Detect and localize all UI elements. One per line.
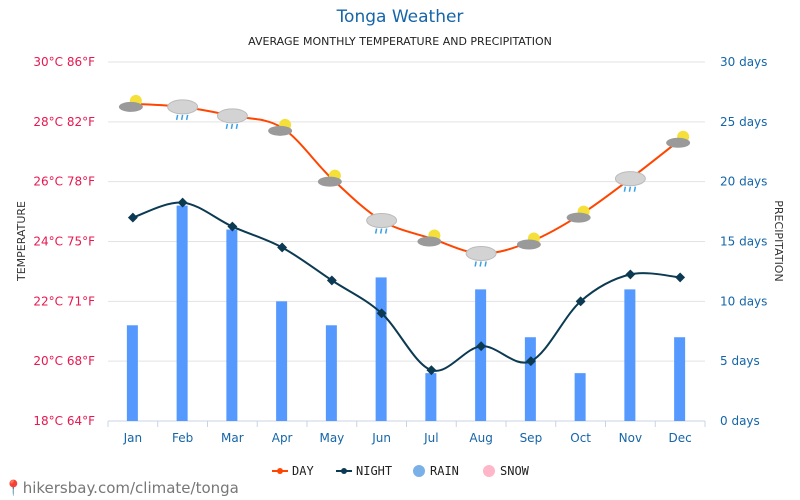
right-tick-label: 0 days [720, 414, 760, 428]
rain-bar [574, 373, 586, 421]
raindrop-icon [474, 261, 477, 267]
legend-marker-icon [341, 468, 347, 474]
right-axis-label: PRECIPITATION [772, 200, 785, 281]
raindrop-icon [235, 123, 239, 129]
right-tick-label: 15 days [720, 235, 767, 249]
night-line [132, 201, 681, 372]
left-tick-label: 18°C 64°F [33, 414, 95, 428]
raindrop-icon [479, 261, 482, 267]
night-point [376, 308, 387, 319]
right-tick-label: 25 days [720, 115, 767, 129]
x-tick-label: Apr [272, 431, 293, 445]
rain-bar [325, 325, 337, 421]
legend-label: DAY [292, 464, 314, 478]
legend-label: NIGHT [356, 464, 392, 478]
legend-dot-icon [413, 465, 425, 477]
raindrop-icon [379, 228, 383, 234]
rain-cloud-icon [216, 108, 248, 124]
right-tick-label: 30 days [720, 55, 767, 69]
legend-marker-icon [277, 468, 283, 474]
rain-bar [226, 229, 238, 421]
night-point [127, 212, 138, 223]
x-tick-label: Nov [619, 431, 642, 445]
right-tick-label: 5 days [720, 354, 760, 368]
cloud-icon [118, 101, 143, 112]
raindrop-icon [633, 186, 637, 192]
night-point [625, 269, 636, 280]
left-tick-label: 28°C 82°F [33, 115, 95, 129]
footer-text: hikersbay.com/climate/tonga [22, 479, 239, 497]
raindrop-icon [175, 114, 179, 121]
cloud-icon [516, 239, 541, 250]
left-tick-label: 30°C 86°F [33, 55, 95, 69]
left-tick-label: 20°C 68°F [33, 354, 95, 368]
left-tick-label: 24°C 75°F [33, 235, 95, 249]
x-tick-label: Oct [570, 431, 591, 445]
raindrop-icon [230, 123, 234, 129]
x-tick-label: Sep [520, 431, 543, 445]
night-point [277, 242, 288, 253]
rain-bar [126, 325, 138, 421]
chart-subtitle: AVERAGE MONTHLY TEMPERATURE AND PRECIPIT… [248, 35, 552, 48]
x-tick-label: Feb [172, 431, 193, 445]
rain-cloud-icon [465, 245, 497, 261]
raindrop-icon [623, 186, 627, 192]
left-tick-label: 26°C 78°F [33, 175, 95, 189]
raindrop-icon [225, 123, 229, 129]
rain-bar [524, 337, 536, 421]
legend-label: SNOW [500, 464, 530, 478]
right-tick-label: 20 days [720, 175, 767, 189]
raindrop-icon [484, 261, 487, 267]
cloud-icon [268, 125, 293, 136]
raindrop-icon [185, 114, 189, 121]
right-tick-label: 10 days [720, 294, 767, 308]
left-tick-label: 22°C 71°F [33, 294, 95, 308]
rain-cloud-icon [167, 99, 199, 115]
night-point [575, 296, 586, 307]
cloud-icon [417, 236, 442, 247]
night-point [177, 197, 188, 208]
x-tick-label: Jun [371, 431, 391, 445]
x-tick-label: Mar [221, 431, 244, 445]
footer-link[interactable]: 📍hikersbay.com/climate/tonga [4, 479, 239, 497]
location-pin-icon: 📍 [4, 479, 23, 497]
rain-cloud-icon [366, 213, 398, 229]
night-point [426, 365, 437, 376]
rain-bar [276, 301, 288, 421]
x-tick-label: May [319, 431, 344, 445]
legend-dot-icon [483, 465, 495, 477]
rain-bar [674, 337, 686, 421]
raindrop-icon [384, 228, 388, 234]
raindrop-icon [374, 228, 378, 234]
cloud-icon [317, 176, 342, 187]
rain-bar [475, 289, 487, 421]
rain-bar [176, 205, 188, 421]
rain-cloud-icon [614, 171, 646, 187]
x-tick-label: Jul [423, 431, 438, 445]
legend-label: RAIN [430, 464, 459, 478]
x-tick-label: Dec [669, 431, 692, 445]
chart-title: Tonga Weather [336, 7, 464, 27]
x-tick-label: Aug [469, 431, 492, 445]
cloud-icon [566, 212, 591, 223]
left-axis-label: TEMPERATURE [15, 201, 28, 282]
night-point [476, 341, 487, 352]
rain-bar [624, 289, 636, 421]
cloud-icon [666, 137, 691, 148]
night-point [326, 275, 337, 286]
rain-bar [425, 373, 437, 421]
night-point [227, 221, 238, 232]
raindrop-icon [628, 186, 632, 192]
night-point [525, 356, 536, 367]
day-line [132, 102, 681, 255]
rain-bar [375, 277, 387, 421]
x-tick-label: Jan [123, 431, 143, 445]
raindrop-icon [180, 114, 184, 121]
night-point [675, 272, 686, 283]
